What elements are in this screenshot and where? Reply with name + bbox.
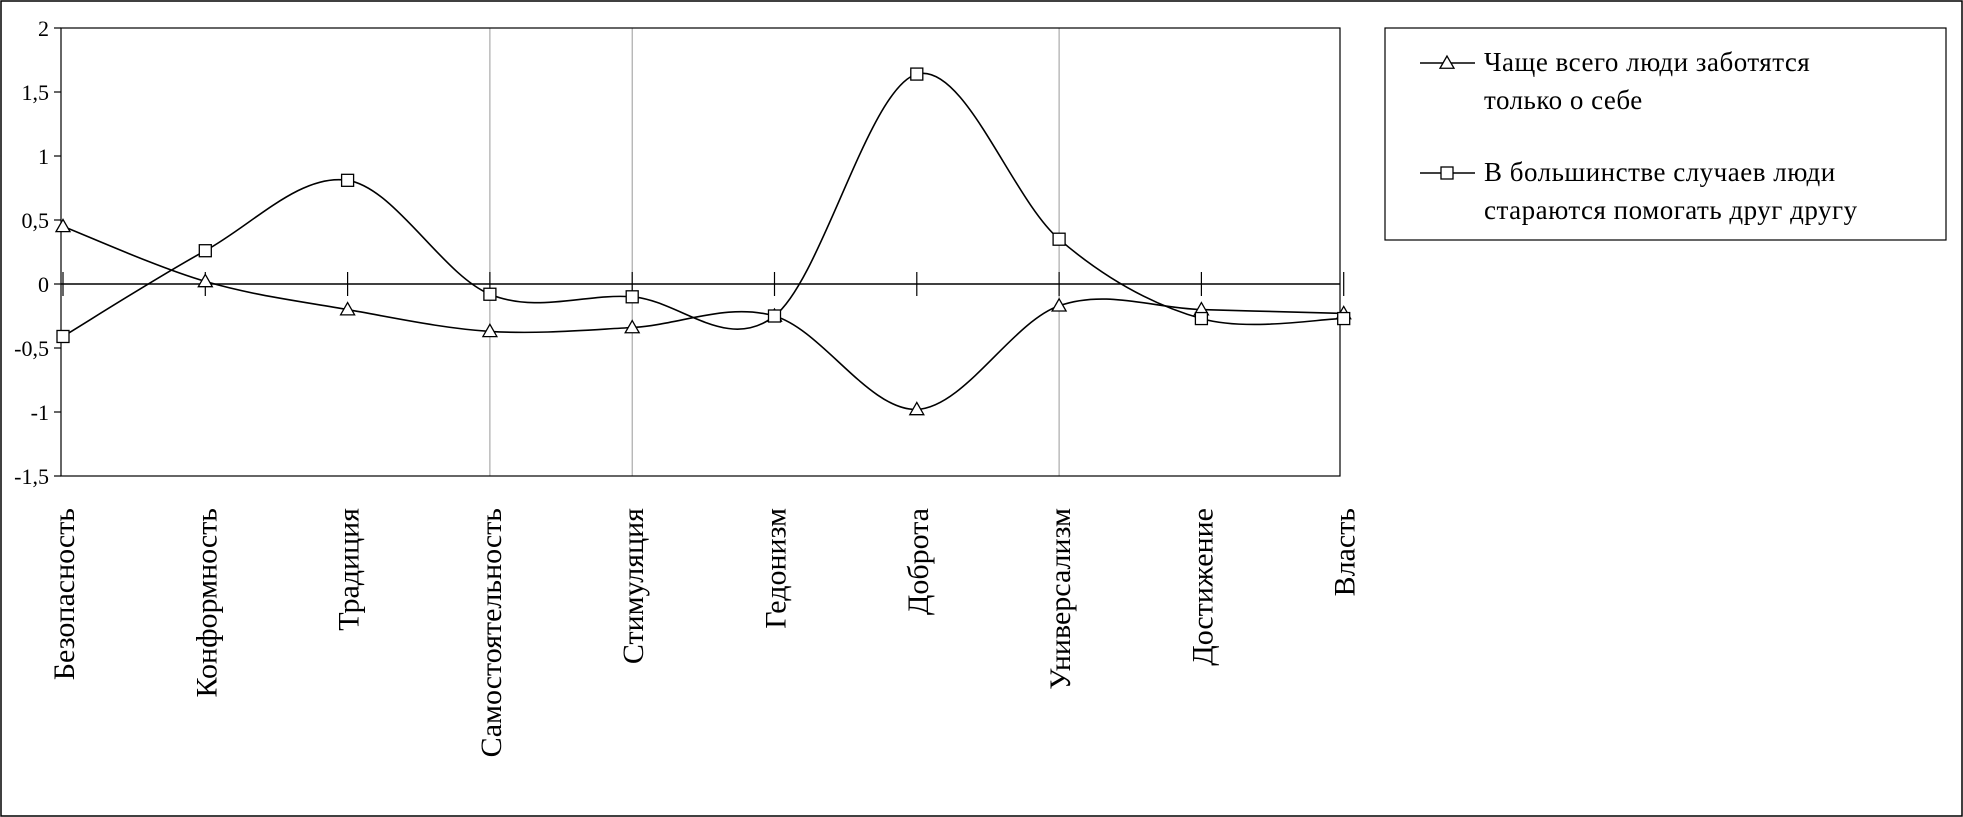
data-point-1-3 <box>483 287 497 301</box>
gridlines <box>489 28 1060 476</box>
series-1 <box>56 67 1351 344</box>
data-point-1-0 <box>56 329 70 344</box>
y-tick-label: 0 <box>38 272 49 297</box>
data-point-0-3 <box>481 323 499 338</box>
y-tick-label: -0,5 <box>14 336 49 361</box>
data-point-1-5 <box>767 309 782 323</box>
x-tick-label: Безопасность <box>48 508 81 680</box>
legend-label-0: только о себе <box>1484 85 1643 115</box>
data-point-1-4 <box>625 290 639 304</box>
x-tick-label: Власть <box>1329 508 1362 596</box>
legend-box <box>1384 27 1947 241</box>
x-tick-label: Достижение <box>1186 508 1219 666</box>
y-tick-labels: -1,5 -1 -0,5 0 0,5 1 1,5 2 <box>14 16 49 489</box>
series-line-1 <box>62 72 1344 338</box>
y-tick-label: -1,5 <box>14 464 49 489</box>
axes <box>54 27 1345 477</box>
legend: Чаще всего люди заботятся только о себе В … <box>1384 27 1947 241</box>
y-tick-label: 0,5 <box>22 208 50 233</box>
legend-marker-0 <box>1438 54 1456 69</box>
data-point-0-2 <box>339 301 356 316</box>
data-point-1-2 <box>340 173 355 187</box>
data-point-1-6 <box>910 67 924 81</box>
legend-marker-1 <box>1440 166 1454 180</box>
legend-label-0: Чаще всего люди заботятся <box>1484 47 1810 77</box>
x-tick-label: Стимуляция <box>617 508 650 664</box>
x-tick-label: Конформность <box>190 508 223 697</box>
legend-label-1: стараются помогать друг другу <box>1484 195 1858 225</box>
x-tick-label: Доброта <box>902 508 935 615</box>
y-tick-label: -1 <box>31 400 49 425</box>
data-point-0-7 <box>1050 297 1068 312</box>
y-tick-label: 1,5 <box>22 80 50 105</box>
series-line-0 <box>62 225 1344 411</box>
y-tick-label: 1 <box>38 144 49 169</box>
data-point-0-0 <box>54 218 72 233</box>
x-tick-labels: Безопасность Конформность Традиция Самостоя… <box>48 508 1362 758</box>
x-tick-label: Универсализм <box>1044 508 1077 690</box>
series <box>54 67 1352 416</box>
data-point-1-9 <box>1337 311 1351 326</box>
legend-label-1: В большинстве случаев люди <box>1484 157 1836 187</box>
data-point-1-8 <box>1194 311 1209 326</box>
data-point-0-1 <box>197 273 214 288</box>
data-point-1-1 <box>198 244 212 258</box>
x-tick-label: Традиция <box>333 508 366 631</box>
x-tick-label: Самостоятельность <box>475 508 508 757</box>
data-point-0-4 <box>624 319 641 334</box>
plot-area <box>60 27 1341 477</box>
data-point-0-6 <box>908 401 925 416</box>
x-tick-label: Гедонизм <box>760 508 793 629</box>
y-tick-label: 2 <box>38 16 49 41</box>
data-point-1-7 <box>1052 232 1066 246</box>
